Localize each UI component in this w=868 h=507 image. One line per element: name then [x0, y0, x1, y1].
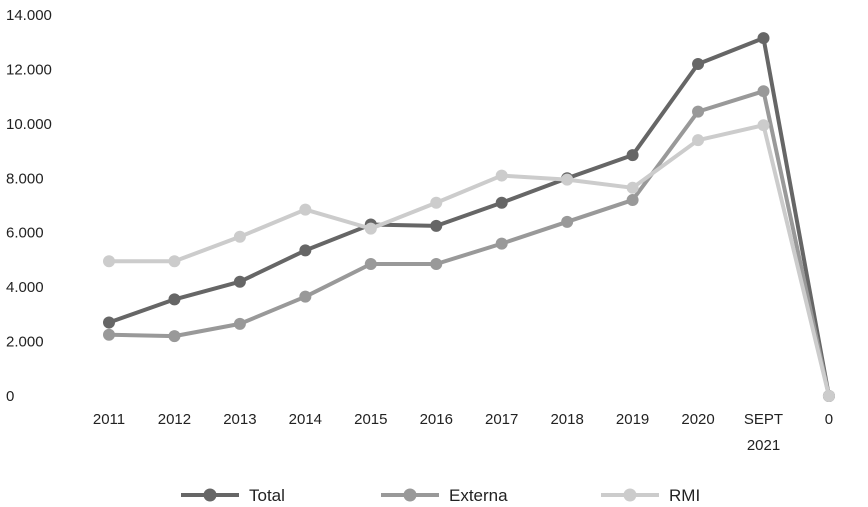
x-axis-ticks: 2011 2012 2013 2014 2015 2016 2017 2018 2019 2020… [93, 411, 833, 454]
x-tick-label: 2015 [354, 411, 387, 428]
series-line-rmi [107, 123, 831, 398]
series-total [103, 32, 835, 402]
data-point-total [692, 57, 705, 70]
y-axis-ticks: 0 2.000 4.000 6.000 8.000 10.000 12.000 14.000 [6, 7, 52, 405]
legend-label: Total [249, 486, 285, 505]
y-tick-label: 12.000 [6, 61, 52, 78]
data-point-externa [757, 85, 770, 98]
data-point-externa [561, 215, 574, 228]
data-point-total [233, 275, 246, 288]
data-point-total [495, 196, 508, 209]
data-point-externa [692, 105, 705, 118]
legend-item-rmi: RMI [601, 486, 700, 505]
data-point-rmi [233, 230, 246, 243]
series-line-total [107, 36, 831, 398]
y-tick-label: 4.000 [6, 279, 44, 296]
data-point-rmi [364, 222, 377, 235]
legend: Total Externa RMI [181, 486, 700, 505]
series-rmi [103, 119, 835, 402]
y-tick-label: 2.000 [6, 334, 44, 351]
legend-marker [403, 488, 417, 502]
data-point-externa [103, 328, 115, 341]
data-point-total [299, 244, 312, 257]
data-point-externa [233, 317, 246, 330]
y-tick-label: 8.000 [6, 170, 44, 187]
data-point-externa [299, 290, 312, 303]
data-point-externa [626, 194, 639, 207]
data-point-externa [495, 237, 508, 250]
data-point-rmi [626, 181, 639, 194]
legend-item-externa: Externa [381, 486, 508, 505]
x-tick-label: 2016 [420, 411, 453, 428]
y-tick-label: 6.000 [6, 225, 44, 242]
series-line-externa [107, 89, 831, 398]
y-tick-label: 14.000 [6, 7, 52, 24]
legend-label: Externa [449, 486, 508, 505]
x-tick-label: 2018 [550, 411, 583, 428]
x-tick-label: 2014 [289, 411, 322, 428]
x-tick-label: 2012 [158, 411, 191, 428]
data-point-rmi [822, 390, 835, 402]
data-point-rmi [168, 255, 181, 268]
data-point-total [626, 149, 639, 162]
data-point-total [430, 219, 443, 232]
x-tick-label: 2011 [93, 411, 125, 428]
data-point-externa [364, 258, 377, 271]
data-point-rmi [103, 255, 115, 268]
data-point-total [757, 32, 770, 45]
data-point-externa [168, 330, 181, 343]
legend-marker [203, 488, 217, 502]
data-point-rmi [430, 196, 443, 209]
legend-item-total: Total [181, 486, 285, 505]
data-point-total [168, 293, 181, 306]
data-point-rmi [692, 134, 705, 147]
x-tick-label: 2019 [616, 411, 649, 428]
data-point-rmi [299, 203, 312, 216]
data-point-total [103, 316, 115, 329]
data-point-rmi [757, 119, 770, 132]
x-tick-label: 2020 [681, 411, 714, 428]
x-tick-label: 2017 [485, 411, 518, 428]
legend-marker [623, 488, 637, 502]
data-point-rmi [495, 169, 508, 182]
data-point-externa [430, 258, 443, 271]
x-tick-label: SEPT 2021 [744, 411, 783, 454]
x-tick-label: 2013 [223, 411, 256, 428]
data-point-rmi [561, 173, 574, 186]
x-tick-label: 0 [825, 411, 833, 428]
y-tick-label: 0 [6, 388, 14, 405]
series-layer [103, 32, 835, 402]
legend-label: RMI [669, 486, 700, 505]
y-tick-label: 10.000 [6, 116, 52, 133]
